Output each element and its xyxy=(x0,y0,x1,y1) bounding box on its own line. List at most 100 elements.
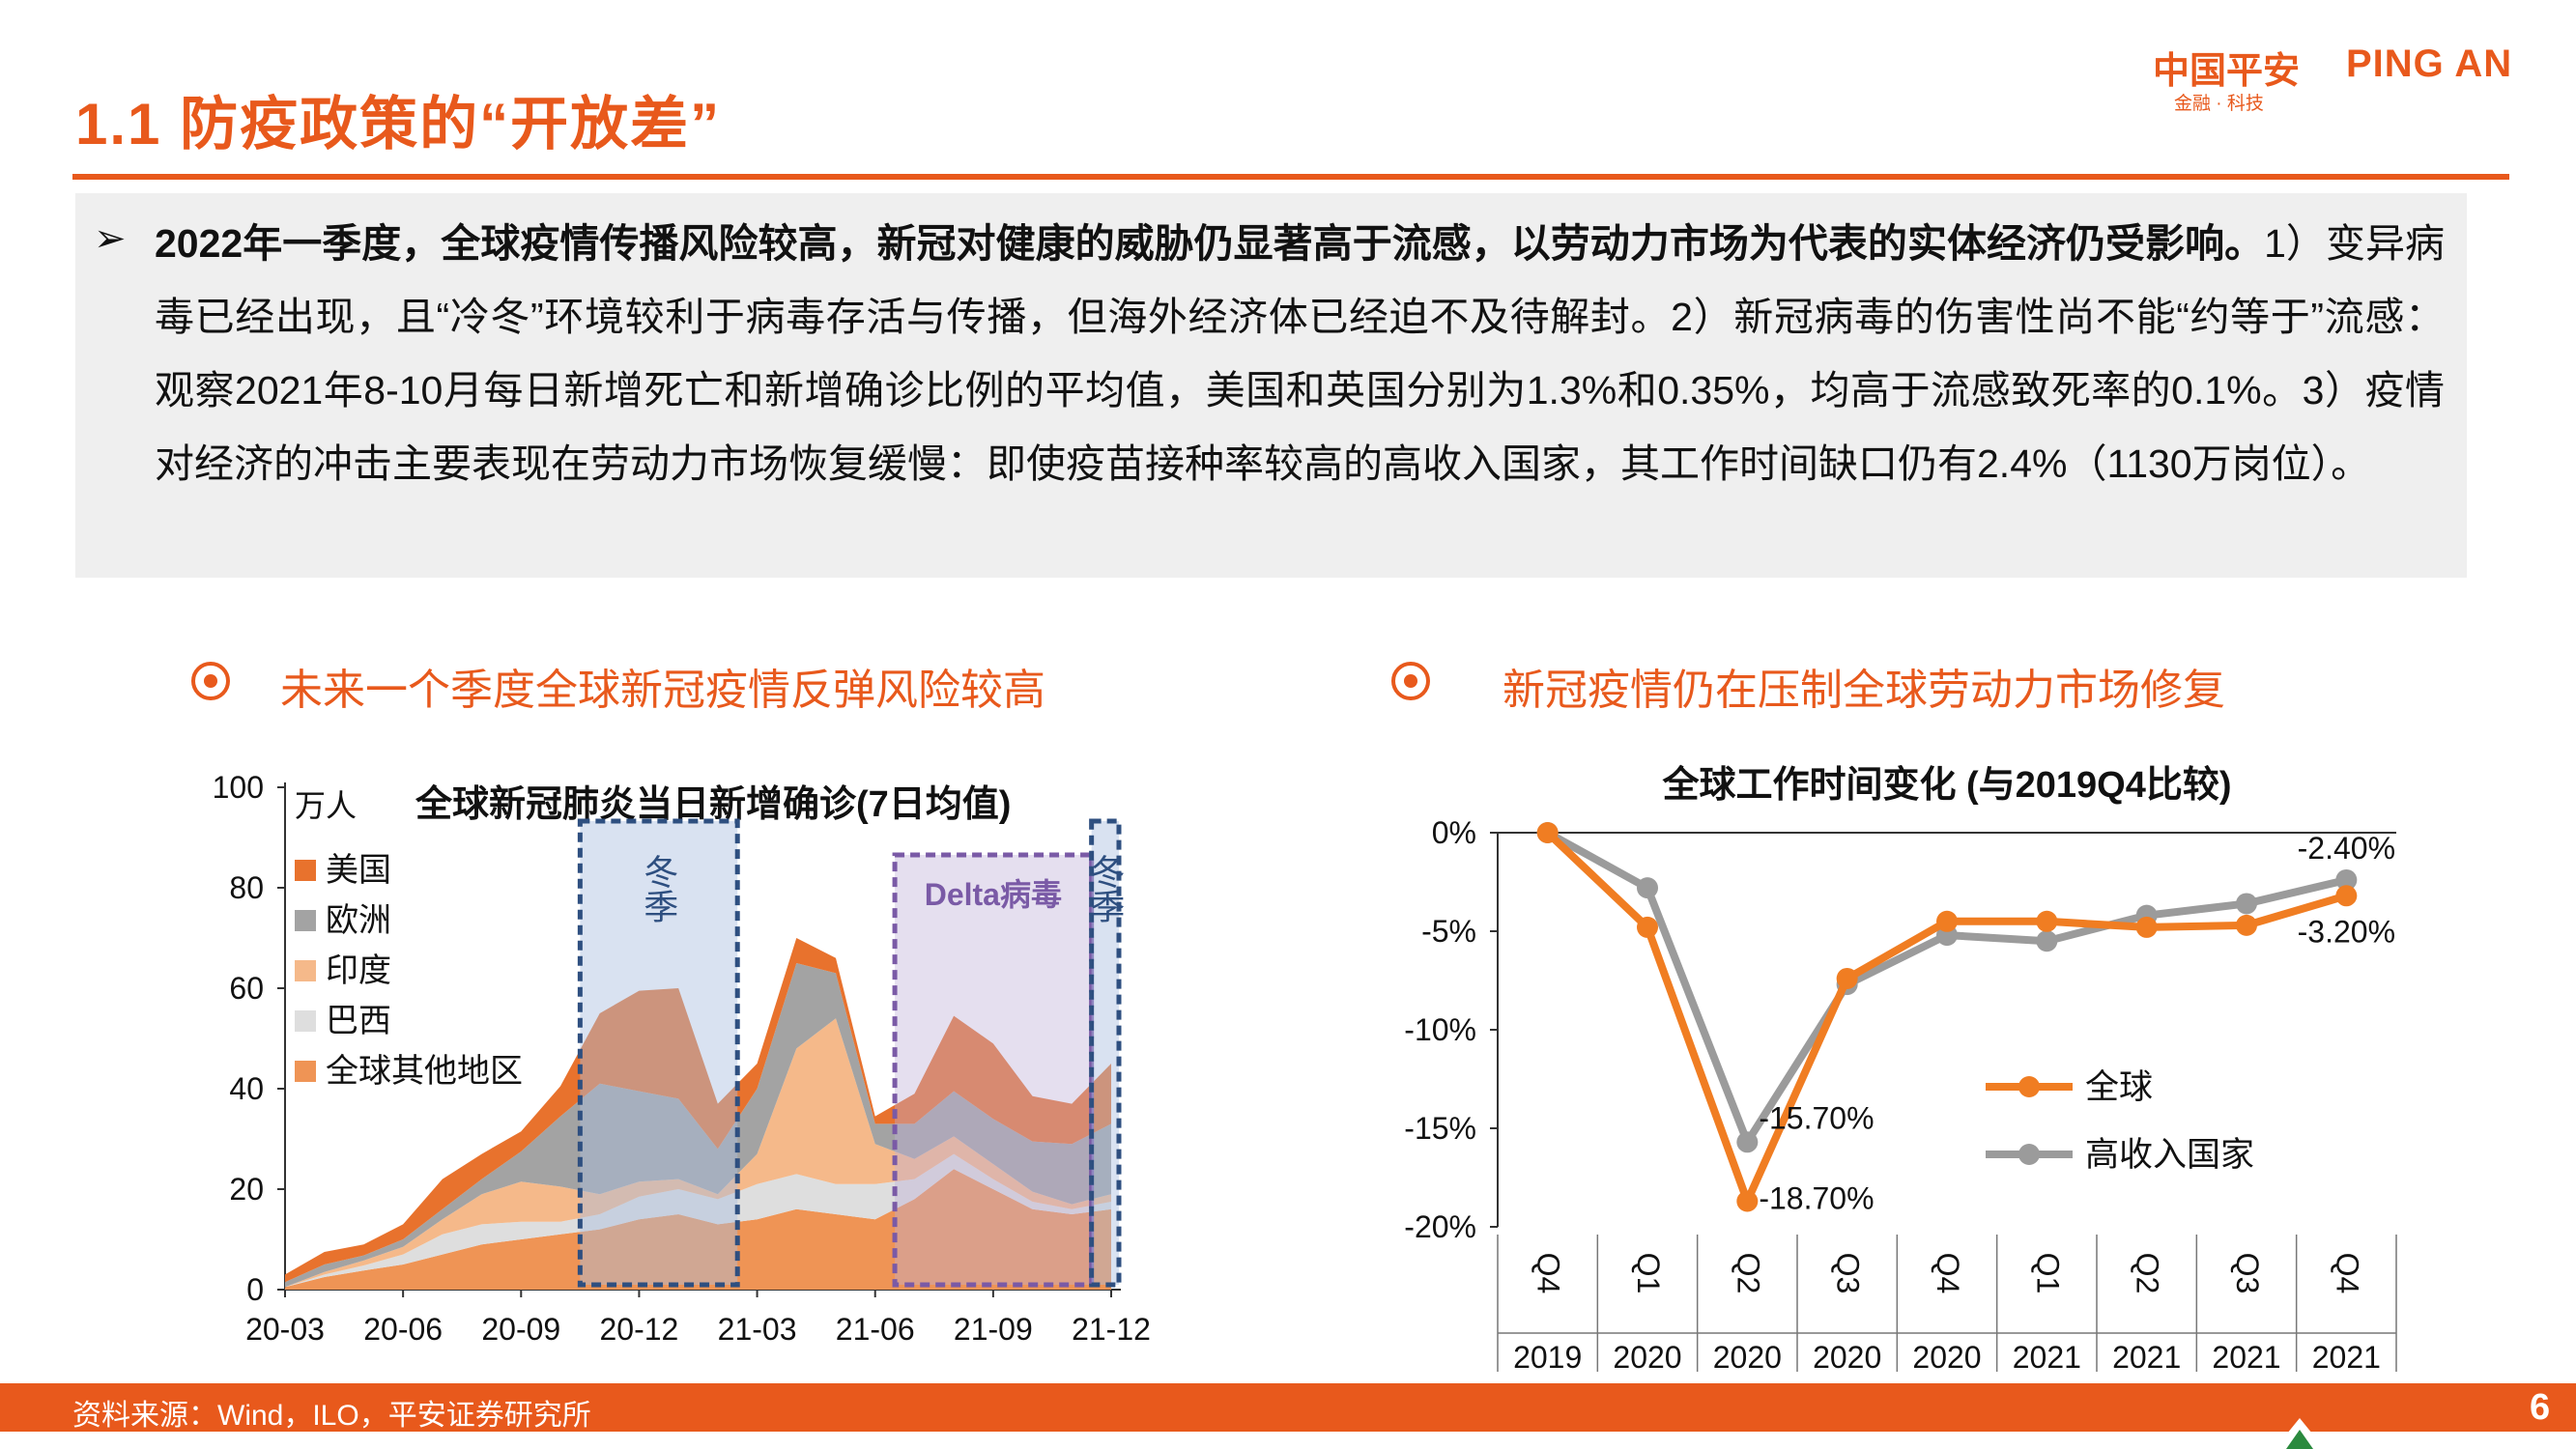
year-label: 2020 xyxy=(1912,1340,1981,1372)
period-label: 冬季 xyxy=(639,854,678,923)
series-point-high_income_line xyxy=(1637,877,1658,899)
data-label: -18.70% xyxy=(1759,1180,1874,1215)
x-tick-label: 20-12 xyxy=(600,1312,679,1347)
legend-label: 印度 xyxy=(326,952,391,989)
legend-label: 全球其他地区 xyxy=(326,1053,523,1090)
area-series-usa xyxy=(285,938,1111,1283)
summary-body: 1）变异病毒已经出现，且“冷冬”环境较利于病毒存活与传播，但海外经济体已经迫不及… xyxy=(155,221,2445,486)
year-label: 2020 xyxy=(1813,1340,1881,1372)
x-tick-label: 21-03 xyxy=(718,1312,797,1347)
legend-label: 巴西 xyxy=(326,1003,391,1039)
quarter-label: Q3 xyxy=(2230,1253,2265,1294)
quarter-label: Q1 xyxy=(1631,1253,1666,1294)
y-tick-label: -15% xyxy=(1404,1111,1476,1146)
series-point-high_income_line xyxy=(2236,893,2257,915)
year-label: 2020 xyxy=(1613,1340,1681,1372)
title-divider xyxy=(72,174,2509,180)
summary-lead: 2022年一季度，全球疫情传播风险较高，新冠对健康的威胁仍显著高于流感，以劳动力… xyxy=(155,221,2265,266)
series-point-high_income_line xyxy=(1736,1131,1759,1153)
legend-swatch-europe xyxy=(295,910,316,931)
y-tick-label: -5% xyxy=(1421,914,1476,949)
year-label: 2021 xyxy=(2112,1340,2181,1372)
data-label: -15.70% xyxy=(1759,1100,1874,1135)
area-series-brazil xyxy=(285,1153,1111,1288)
right-section-heading: 新冠疫情仍在压制全球劳动力市场修复 xyxy=(1503,667,2225,714)
legend-swatch-india xyxy=(295,960,316,981)
x-tick-label: 21-12 xyxy=(1072,1312,1151,1347)
series-point-global_line xyxy=(2236,914,2257,936)
series-point-global_line xyxy=(1936,910,1958,932)
legend-marker-high_income_line xyxy=(2018,1144,2040,1165)
y-tick-label: 80 xyxy=(229,870,264,905)
quarter-label: Q2 xyxy=(1731,1253,1765,1294)
quarter-label: Q1 xyxy=(2030,1253,2065,1294)
area-series-india xyxy=(285,1018,1111,1288)
series-point-high_income_line xyxy=(2335,868,2358,891)
series-point-global_line xyxy=(2335,885,2358,907)
left-section-heading: 未来一个季度全球新冠疫情反弹风险较高 xyxy=(280,667,1045,714)
year-label: 2021 xyxy=(2312,1340,2381,1372)
chart-title: 全球新冠肺炎当日新增确诊(7日均值) xyxy=(415,783,1011,825)
legend-swatch-other xyxy=(295,1061,316,1082)
series-point-global_line xyxy=(2135,916,2158,938)
page-title: 1.1 防疫政策的“开放差” xyxy=(75,92,722,156)
logo-english: PING AN xyxy=(2346,43,2513,85)
data-label: -3.20% xyxy=(2298,914,2395,949)
x-tick-label: 20-06 xyxy=(363,1312,443,1347)
series-point-high_income_line xyxy=(2036,930,2058,952)
year-label: 2019 xyxy=(1513,1340,1582,1372)
year-label: 2021 xyxy=(2013,1340,2081,1372)
legend-label: 全球 xyxy=(2085,1068,2153,1106)
logo-chinese: 中国平安 xyxy=(2153,51,2301,92)
logo-tagline: 金融 · 科技 xyxy=(2174,94,2264,114)
line-chart: 全球工作时间变化 (与2019Q4比较) 0% -5% -10% -15% -20% Q4 2… xyxy=(1404,764,2397,1372)
y-tick-label: 0% xyxy=(1432,815,1476,850)
pingan-logo: 中国平安 PING AN 金融 · 科技 xyxy=(2153,41,2549,114)
summary-text: 2022年一季度，全球疫情传播风险较高，新冠对健康的威胁仍显著高于流感，以劳动力… xyxy=(155,207,2445,500)
x-tick-label: 20-03 xyxy=(245,1312,325,1347)
footer-bar xyxy=(0,1383,2576,1432)
y-tick-label: 20 xyxy=(229,1172,264,1207)
legend-label: 美国 xyxy=(326,852,391,889)
quarter-label: Q4 xyxy=(1531,1253,1566,1294)
series-point-global_line xyxy=(1637,916,1658,938)
footer-logo-icon xyxy=(2275,1418,2325,1449)
period-box-delta xyxy=(892,852,1095,1288)
quarter-label: Q4 xyxy=(2330,1253,2364,1294)
series-point-global_line xyxy=(1536,822,1559,843)
area-chart: 0 20 40 60 80 100 20-03 20-06 20-09 20-12 21-03 21-… xyxy=(213,770,1151,1347)
bullet-arrow-icon: ➢ xyxy=(94,217,127,260)
page-number: 6 xyxy=(2530,1387,2551,1428)
y-tick-label: 100 xyxy=(213,770,264,805)
target-icon xyxy=(1391,662,1430,700)
x-tick-label: 21-09 xyxy=(954,1312,1033,1347)
legend-swatch-brazil xyxy=(295,1010,316,1032)
year-label: 2020 xyxy=(1713,1340,1782,1372)
legend-marker-global_line xyxy=(2018,1076,2040,1097)
quarter-label: Q3 xyxy=(1831,1253,1866,1294)
chart-title: 全球工作时间变化 (与2019Q4比较) xyxy=(1661,764,2231,806)
quarter-label: Q4 xyxy=(1931,1253,1965,1294)
target-icon xyxy=(191,662,230,700)
y-unit-label: 万人 xyxy=(295,788,357,823)
area-series-other xyxy=(285,1169,1111,1290)
legend-label: 高收入国家 xyxy=(2085,1136,2254,1174)
quarter-label: Q2 xyxy=(2131,1253,2165,1294)
period-box-winter xyxy=(577,818,740,1288)
x-tick-label: 20-09 xyxy=(481,1312,560,1347)
y-tick-label: 60 xyxy=(229,971,264,1006)
y-tick-label: 0 xyxy=(246,1272,264,1307)
y-tick-label: -10% xyxy=(1404,1012,1476,1047)
period-label: 冬季 xyxy=(1085,854,1125,923)
y-tick-label: 40 xyxy=(229,1071,264,1106)
source-note: 资料来源：Wind，ILO，平安证券研究所 xyxy=(72,1400,591,1432)
period-label: Delta病毒 xyxy=(925,877,1062,912)
area-series-europe xyxy=(285,963,1111,1288)
legend-label: 欧洲 xyxy=(326,902,391,939)
summary-box xyxy=(75,193,2467,578)
data-label: -2.40% xyxy=(2298,831,2395,866)
series-point-global_line xyxy=(1736,1190,1759,1212)
period-box-winter xyxy=(1089,818,1122,1288)
year-label: 2021 xyxy=(2212,1340,2280,1372)
series-point-global_line xyxy=(2036,910,2058,932)
